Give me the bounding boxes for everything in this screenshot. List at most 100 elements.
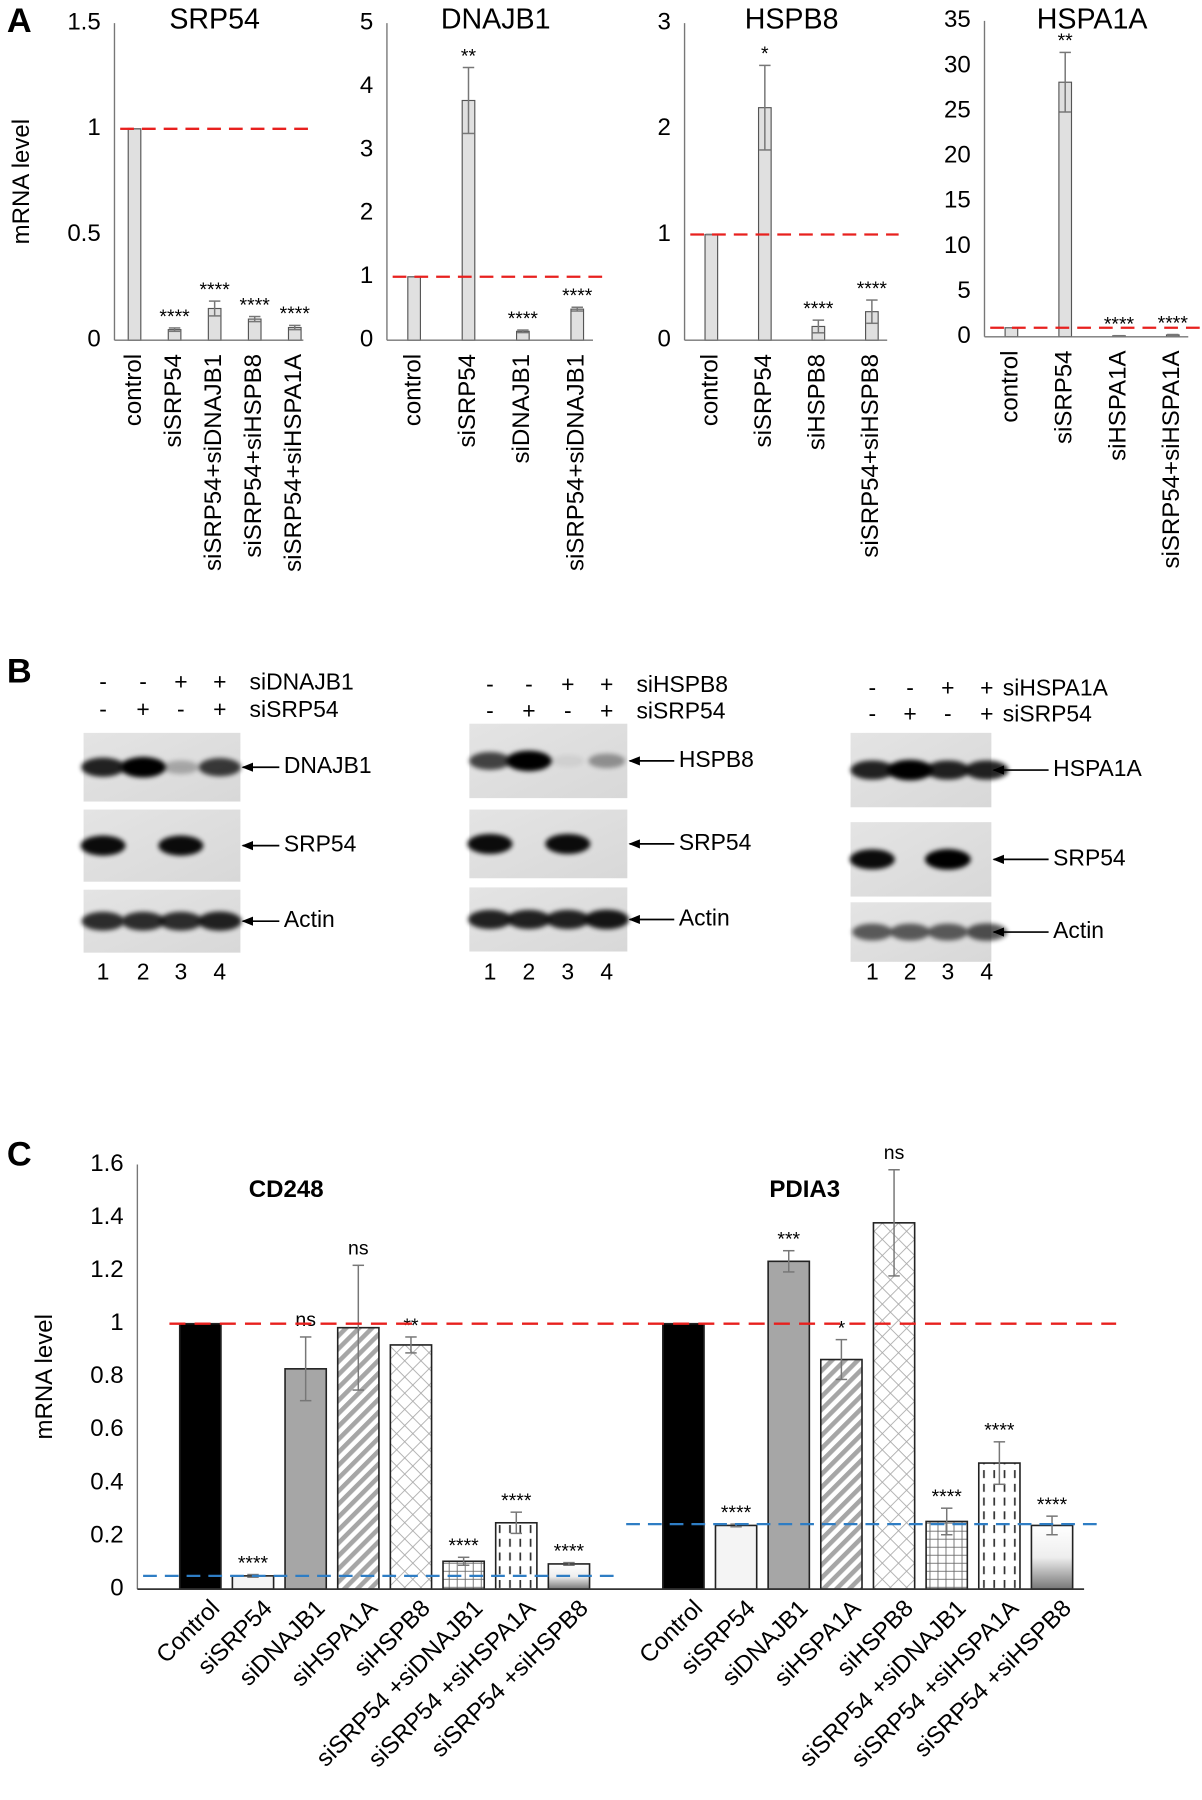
blot-band [120, 756, 166, 778]
chart-title: DNAJB1 [441, 3, 551, 35]
treatment-label: siSRP54 [1003, 701, 1092, 727]
significance: **** [1104, 314, 1135, 336]
band-label: HSPA1A [1053, 755, 1142, 781]
bar [872, 1222, 916, 1590]
band-label: SRP54 [679, 829, 752, 855]
significance: **** [1158, 312, 1189, 334]
x-tick-label: control [120, 354, 147, 426]
y-tick-label: 5 [957, 277, 970, 304]
bar [819, 1358, 863, 1590]
x-tick-label: siSRP54+siHSPB8 [857, 354, 884, 558]
blot-band [163, 760, 199, 775]
treatment-sign: - [525, 671, 533, 697]
x-tick-label: siSRP54 [1051, 351, 1078, 445]
band-label: Actin [679, 905, 730, 931]
treatment-sign: - [906, 674, 914, 700]
lane-number: 2 [523, 958, 536, 984]
x-tick-label: siSRP54+siDNAJB1 [200, 354, 227, 571]
chart-title: HSPB8 [745, 3, 839, 35]
treatment-sign: + [903, 701, 916, 727]
y-tick-label: 1.6 [90, 1150, 123, 1177]
treatment-sign: + [522, 697, 535, 723]
blot-band [159, 911, 203, 931]
blot-band [927, 923, 969, 941]
treatment-sign: + [213, 696, 226, 722]
bar [178, 1322, 222, 1590]
blot-band [197, 911, 242, 931]
y-tick-label: 25 [944, 96, 971, 123]
significance: **** [984, 1420, 1015, 1442]
treatment-sign: - [486, 671, 494, 697]
y-tick-label: 1 [657, 220, 670, 247]
bar [284, 1368, 328, 1590]
x-tick-label: siSRP54 [454, 354, 481, 447]
chart-title: SRP54 [169, 3, 260, 35]
treatment-sign: + [980, 701, 993, 727]
bar [389, 1344, 433, 1590]
significance: **** [280, 303, 311, 325]
lane-number: 1 [866, 958, 879, 984]
treatment-label: siSRP54 [250, 696, 339, 722]
bar [1004, 327, 1019, 338]
y-tick-label: 0.5 [67, 220, 100, 247]
y-tick-label: 2 [360, 199, 373, 226]
blot-band [469, 751, 511, 770]
y-tick-label: 0 [957, 322, 970, 349]
y-tick-label: 0.4 [90, 1468, 123, 1495]
blot-band [889, 923, 931, 941]
significance: **** [508, 308, 539, 330]
x-tick-label: siSRP54+siHSPA1A [1158, 351, 1185, 569]
blot-band [584, 909, 629, 930]
y-tick-label: 3 [657, 8, 670, 35]
y-tick-label: 4 [360, 72, 373, 99]
significance: * [761, 43, 769, 65]
significance: **** [562, 285, 593, 307]
band-label: SRP54 [284, 831, 357, 857]
treatment-label: siSRP54 [636, 697, 725, 723]
blot-band [964, 760, 1009, 780]
x-tick-label: control [997, 351, 1024, 423]
x-tick-label: siSRP54 [750, 354, 777, 448]
y-tick-label: 1.4 [90, 1203, 123, 1230]
y-axis-label: mRNA level [8, 119, 35, 245]
band-label: Actin [284, 906, 335, 932]
blot-band [81, 911, 125, 931]
y-tick-label: 2 [657, 114, 670, 141]
bar [1058, 81, 1073, 338]
y-tick-label: 3 [360, 135, 373, 162]
y-tick-label: 0 [360, 326, 373, 353]
y-tick-label: 1.2 [90, 1256, 123, 1283]
significance: **** [1037, 1494, 1068, 1516]
x-tick-label: siHSPB8 [804, 354, 831, 450]
y-tick-label: 0 [110, 1574, 123, 1601]
x-tick-label: siDNAJB1 [508, 354, 535, 464]
significance: ns [295, 1309, 316, 1331]
treatment-sign: + [174, 669, 187, 695]
group-title: PDIA3 [769, 1176, 840, 1203]
treatment-label: siHSPA1A [1003, 674, 1109, 700]
treatment-sign: + [561, 671, 574, 697]
blot-band [551, 754, 585, 767]
blot-band [467, 833, 513, 854]
y-tick-label: 1 [110, 1309, 123, 1336]
significance: **** [199, 279, 230, 301]
lane-number: 4 [600, 958, 613, 984]
treatment-sign: - [868, 701, 876, 727]
y-tick-label: 0 [657, 326, 670, 353]
treatment-sign: + [980, 674, 993, 700]
significance: * [838, 1317, 846, 1339]
lane-number: 3 [561, 958, 574, 984]
blot-band [887, 759, 933, 781]
significance: *** [777, 1229, 800, 1251]
panel-label: A [7, 2, 32, 40]
lane-number: 4 [213, 958, 226, 984]
treatment-sign: + [600, 697, 613, 723]
x-tick-label: control [697, 354, 724, 426]
treatment-sign: - [486, 697, 494, 723]
y-tick-label: 1 [360, 262, 373, 289]
band-label: SRP54 [1053, 844, 1126, 870]
significance: **** [240, 294, 271, 316]
blot-band [850, 760, 895, 780]
